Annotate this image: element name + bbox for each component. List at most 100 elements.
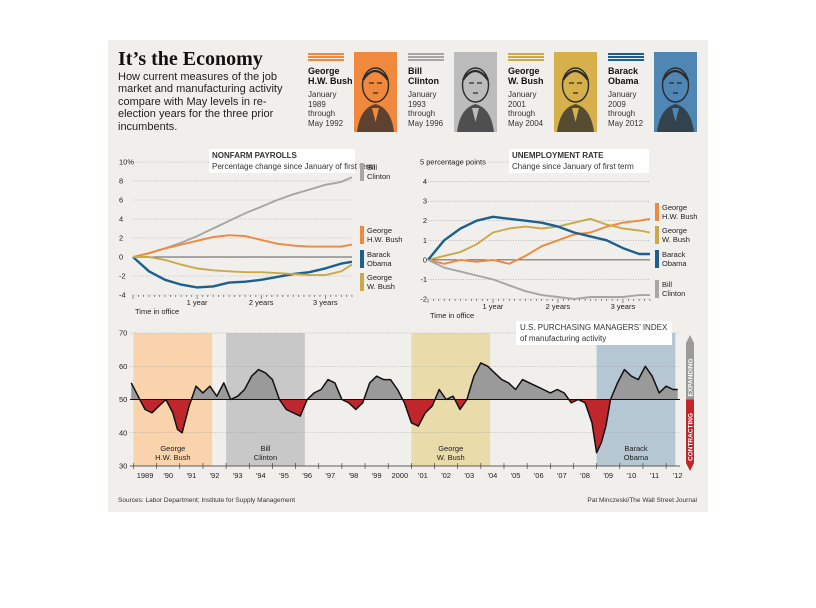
- x-tick-label: '10: [626, 471, 636, 480]
- y-tick-label: 4: [423, 177, 427, 186]
- expanding-arrow: [686, 335, 694, 343]
- x-axis-label: Time in office: [430, 311, 474, 320]
- legend-label: Barack: [662, 250, 686, 259]
- y-tick-label: 50: [119, 395, 127, 404]
- pmi-line: [130, 362, 678, 454]
- x-tick-label: '09: [603, 471, 613, 480]
- legend-label: Barack: [367, 250, 391, 259]
- term-line: through: [408, 109, 436, 118]
- graphic-title: It’s the Economy: [118, 48, 263, 70]
- legend-label: W. Bush: [367, 282, 395, 291]
- y-tick-label: 0: [423, 255, 427, 264]
- legend-label: Bill: [662, 280, 672, 289]
- president-name-line: H.W. Bush: [308, 76, 353, 86]
- x-tick-label: '97: [325, 471, 335, 480]
- y-tick-label: 10%: [119, 158, 134, 167]
- series-line: [132, 234, 353, 258]
- x-tick-label: 2 years: [249, 298, 274, 307]
- legend-swatch: [655, 203, 659, 221]
- chart-title: NONFARM PAYROLLS: [212, 151, 298, 160]
- x-tick-label: '91: [186, 471, 196, 480]
- x-tick-label: '93: [233, 471, 243, 480]
- term-label: Clinton: [254, 453, 277, 462]
- term-label: Barack: [624, 444, 648, 453]
- legend-swatch: [655, 226, 659, 244]
- legend-swatch: [360, 250, 364, 268]
- series-line: [427, 215, 650, 261]
- president-name-line: Barack: [608, 66, 639, 76]
- term-line: January: [408, 90, 437, 99]
- president-name-line: Clinton: [408, 76, 439, 86]
- president-line-swatch: [408, 53, 444, 61]
- president-name: Bill Clinton: [408, 66, 439, 86]
- president-name-line: Obama: [608, 76, 639, 86]
- legend-label: George: [662, 203, 687, 212]
- president-line-swatch: [608, 53, 644, 61]
- series-line: [132, 256, 353, 289]
- series-line: [427, 217, 651, 261]
- term-label: Bill: [260, 444, 270, 453]
- x-tick-label: 1 year: [483, 302, 504, 311]
- term-line: January: [508, 90, 537, 99]
- term-line: 2001: [508, 99, 526, 109]
- president-name-line: George: [308, 66, 340, 76]
- term-line: January: [608, 90, 637, 99]
- contracting-label: CONTRACTING: [688, 413, 695, 461]
- chart-title-box: [509, 149, 649, 173]
- y-tick-label: 40: [119, 428, 127, 437]
- contracting-bar: [686, 399, 694, 463]
- legend-label: Bill: [367, 163, 377, 172]
- president-term: January 1989 through May 1992: [308, 90, 343, 128]
- term-line: through: [308, 109, 336, 118]
- x-tick-label: '01: [418, 471, 428, 480]
- series-line: [427, 217, 651, 265]
- president-name: George W. Bush: [508, 66, 544, 86]
- legend-swatch: [360, 163, 364, 181]
- y-tick-label: -1: [420, 275, 427, 284]
- y-tick-label: 5 percentage points: [420, 158, 486, 167]
- president-name-line: George: [508, 66, 540, 76]
- x-axis-label: Time in office: [135, 307, 179, 316]
- president-line-swatch: [308, 53, 344, 61]
- legend-label: George: [367, 226, 392, 235]
- y-tick-label: -2: [420, 295, 427, 304]
- president-name: George H.W. Bush: [308, 66, 353, 86]
- x-tick-label: '95: [279, 471, 289, 480]
- x-tick-label: 2000: [391, 471, 408, 480]
- legend-swatch: [360, 273, 364, 291]
- y-tick-label: 30: [119, 462, 127, 471]
- expansion-area: [131, 362, 678, 400]
- legend-label: H.W. Bush: [662, 212, 697, 221]
- chart-subtitle: of manufacturing activity: [520, 334, 606, 343]
- term-line: May 2012: [608, 118, 644, 128]
- series-line: [427, 259, 650, 300]
- chart-subtitle: Change since January of first term: [512, 162, 634, 171]
- graphic-dek: How current measures of the job market a…: [118, 71, 283, 133]
- chart-title-box: [209, 149, 355, 173]
- y-tick-label: 6: [119, 196, 123, 205]
- president-term: January 2009 through May 2012: [608, 90, 643, 128]
- y-tick-label: 2: [119, 234, 123, 243]
- x-tick-label: '04: [488, 471, 498, 480]
- legend-label: George: [662, 226, 687, 235]
- x-tick-label: '92: [210, 471, 220, 480]
- legend-label: George: [367, 273, 392, 282]
- x-tick-label: '03: [464, 471, 474, 480]
- x-tick-label: 3 years: [313, 298, 338, 307]
- y-tick-label: 2: [423, 216, 427, 225]
- y-tick-label: 1: [423, 236, 427, 245]
- president-portrait: [354, 52, 397, 132]
- x-tick-label: '08: [580, 471, 590, 480]
- legend-label: W. Bush: [662, 235, 690, 244]
- term-label: George: [438, 444, 463, 453]
- y-tick-label: 0: [119, 253, 123, 262]
- term-line: 1993: [408, 99, 426, 109]
- contracting-arrow: [686, 463, 694, 471]
- term-label: Obama: [624, 453, 649, 462]
- president-line-swatch: [508, 53, 544, 61]
- legend-label: Obama: [662, 259, 687, 268]
- legend-swatch: [655, 280, 659, 298]
- legend-label: H.W. Bush: [367, 235, 402, 244]
- credit-note: Pat Minczeski/The Wall Street Journal: [587, 497, 697, 504]
